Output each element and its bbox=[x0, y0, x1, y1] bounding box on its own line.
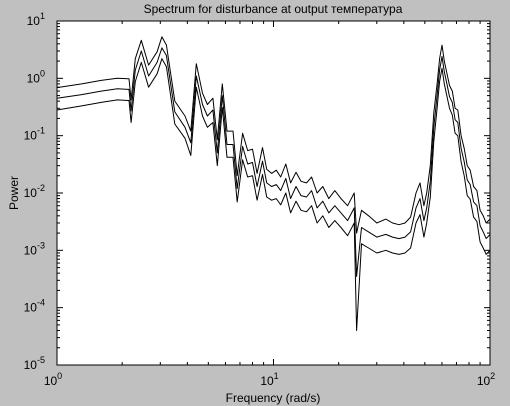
y-tick-label: 101 bbox=[27, 11, 45, 28]
x-axis-label: Frequency (rad/s) bbox=[226, 391, 321, 405]
x-tick-label: 100 bbox=[44, 371, 62, 388]
series-line-2 bbox=[56, 47, 491, 277]
y-tick-label: 10-3 bbox=[24, 240, 45, 257]
y-tick-label: 10-4 bbox=[24, 298, 45, 315]
y-tick-label: 10-5 bbox=[24, 355, 45, 372]
x-tick-label: 102 bbox=[477, 371, 495, 388]
plot-area bbox=[57, 21, 490, 365]
y-tick-label: 10-2 bbox=[24, 183, 45, 200]
x-tick-label: 101 bbox=[260, 371, 278, 388]
y-axis-label: Power bbox=[7, 176, 21, 210]
chart-title: Spectrum for disturbance at output темпе… bbox=[144, 2, 403, 16]
series-line-3 bbox=[56, 58, 491, 331]
series-line-1 bbox=[56, 36, 491, 234]
ticks-layer: 100 101 102 10-5 10-4 10-3 10-2 10-1 100 101 bbox=[24, 11, 496, 388]
y-tick-label: 10-1 bbox=[24, 126, 45, 143]
y-tick-label: 100 bbox=[27, 68, 45, 85]
series-layer bbox=[56, 36, 491, 331]
